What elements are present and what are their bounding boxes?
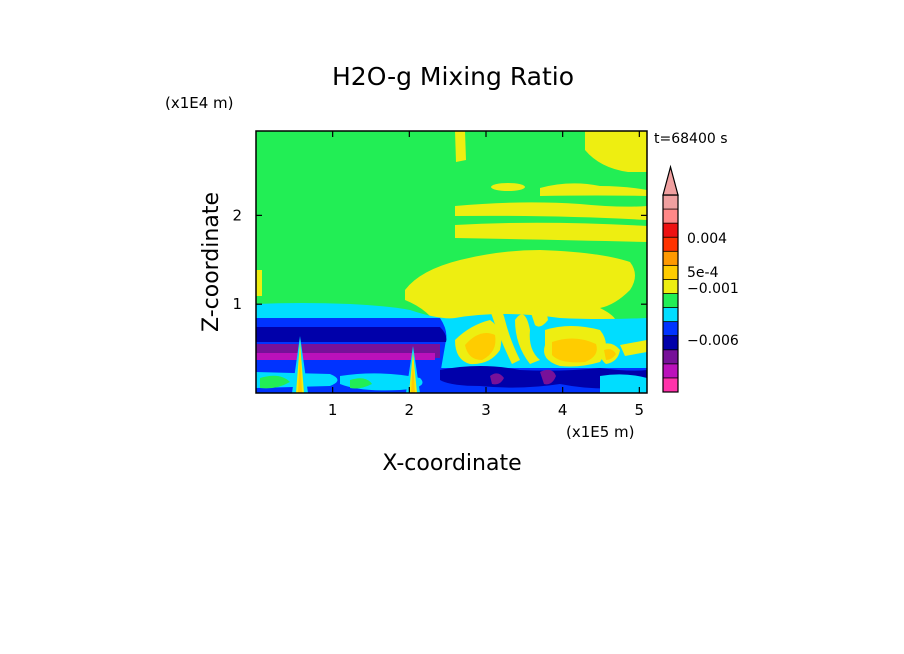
colorbar-cell (663, 195, 678, 210)
contour-field (256, 131, 647, 393)
colorbar-cell (663, 265, 678, 280)
y-tick-label: 2 (232, 206, 242, 224)
colorbar-extend-triangle (662, 164, 679, 196)
colorbar-cell (663, 223, 678, 238)
x-tick-label: 3 (481, 401, 491, 419)
colorbar-cell (663, 307, 678, 322)
colorbar-label-3: −0.006 (687, 333, 739, 349)
x-unit-label: (x1E5 m) (566, 423, 635, 441)
colorbar-cell (663, 335, 678, 351)
colorbar (662, 164, 679, 393)
y-axis-ticks: 12 (232, 206, 647, 313)
x-tick-label: 2 (405, 401, 415, 419)
x-tick-label: 1 (328, 401, 338, 419)
time-label: t=68400 s (654, 131, 728, 147)
colorbar-label-0: 0.004 (687, 231, 727, 247)
x-tick-label: 5 (635, 401, 645, 419)
y-axis-label: Z-coordinate (199, 192, 224, 332)
colorbar-cell (663, 363, 678, 379)
colorbar-cell (663, 279, 678, 294)
x-tick-label: 4 (558, 401, 568, 419)
colorbar-cell (663, 349, 678, 365)
colorbar-cell (663, 293, 678, 308)
colorbar-labels: 0.004 5e-4 −0.001 −0.006 (687, 231, 739, 349)
colorbar-label-1: 5e-4 (687, 265, 719, 281)
x-axis-ticks: 1 2 3 4 5 (328, 131, 644, 419)
colorbar-cell (663, 209, 678, 224)
x-axis-label: X-coordinate (382, 451, 521, 476)
colorbar-cell (663, 321, 678, 337)
colorbar-cell (663, 251, 678, 266)
chart-title: H2O-g Mixing Ratio (332, 62, 574, 91)
colorbar-label-2: −0.001 (687, 281, 739, 297)
colorbar-cell (663, 377, 678, 393)
colorbar-cell (663, 237, 678, 252)
y-unit-label: (x1E4 m) (165, 94, 234, 112)
plot-frame (255, 130, 648, 394)
y-tick-label: 1 (232, 295, 242, 313)
